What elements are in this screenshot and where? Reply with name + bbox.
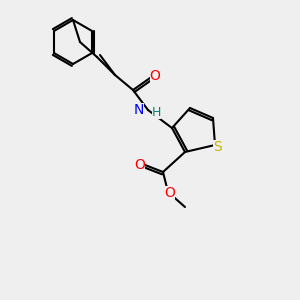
Text: H: H [152,106,161,118]
Text: O: O [165,186,176,200]
Text: O: O [150,69,160,83]
Text: S: S [213,140,221,154]
Text: N: N [134,103,144,117]
Text: O: O [135,158,146,172]
